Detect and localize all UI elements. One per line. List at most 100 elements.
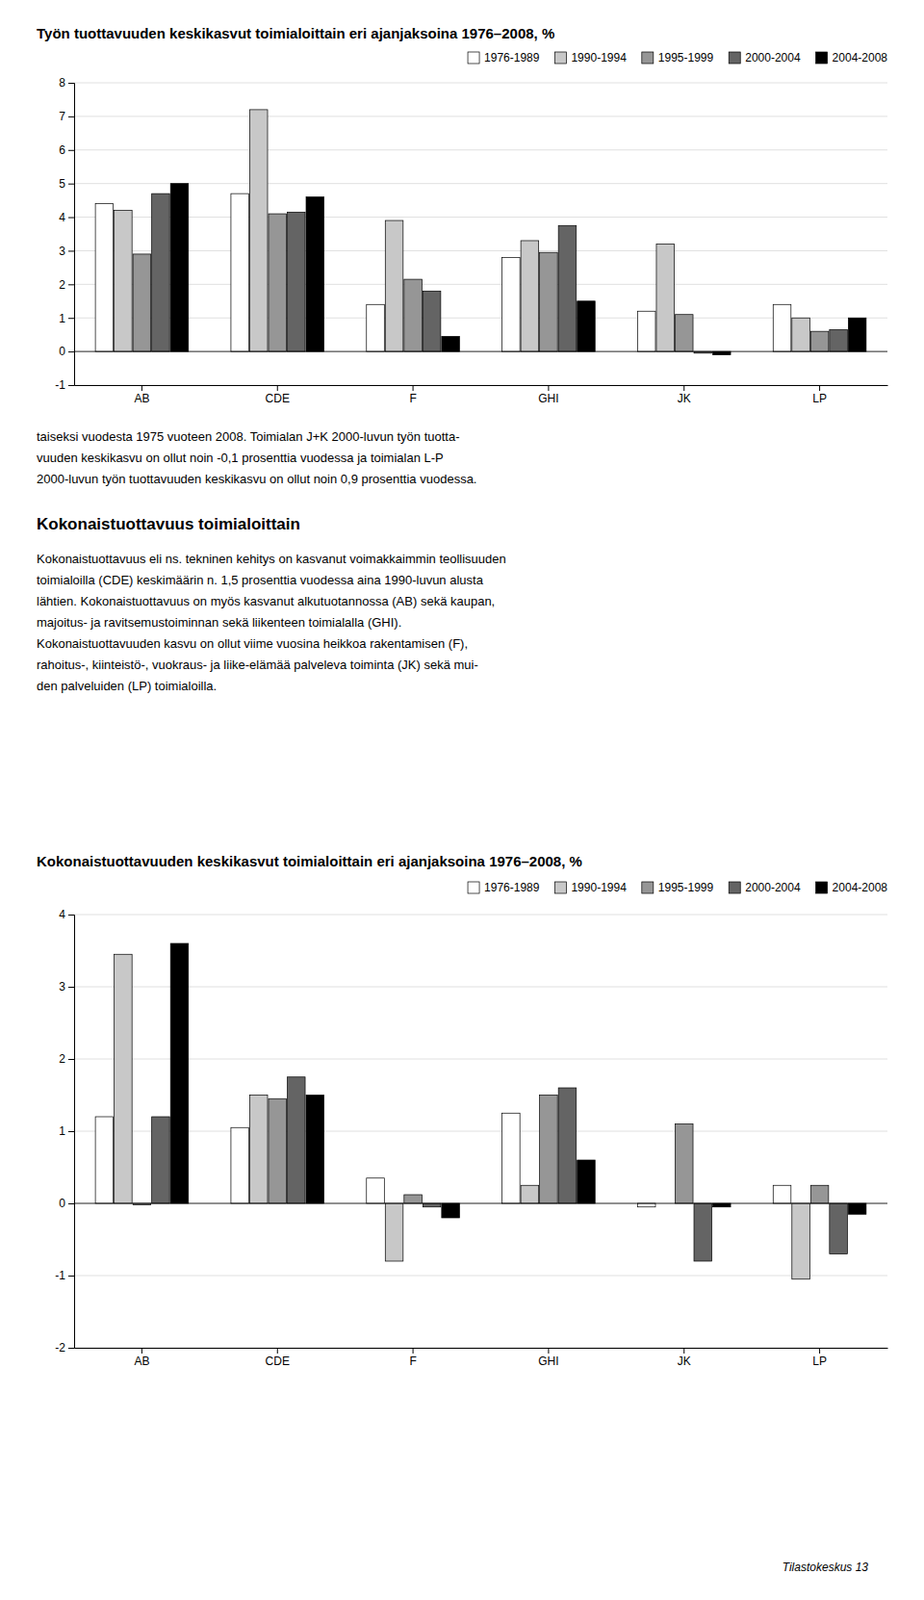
legend-item: 2004-2008 (816, 51, 889, 65)
x-tick-mark (547, 1347, 549, 1354)
bar (404, 1194, 423, 1204)
body-text: lähtien. Kokonaistuottavuus on myös kasv… (36, 593, 495, 609)
grid-line (74, 1058, 888, 1060)
x-axis: ABCDEFGHIJKLP (75, 1347, 889, 1368)
legend-label: 1995-1999 (658, 51, 715, 65)
y-tick-label: -2 (54, 1340, 66, 1355)
x-axis: ABCDEFGHIJKLP (75, 385, 889, 406)
legend-item: 2004-2008 (816, 880, 889, 895)
bar-series (152, 1077, 848, 1261)
grid-line (74, 149, 888, 151)
y-axis-line (68, 83, 76, 386)
bars (95, 109, 867, 356)
bar-series (132, 1095, 829, 1206)
bar (170, 943, 189, 1204)
legend-swatch (728, 51, 741, 64)
bar (422, 290, 441, 352)
grid-line (74, 82, 888, 84)
bar-series (95, 193, 792, 352)
bar (847, 317, 867, 352)
y-tick-label: 2 (58, 1052, 66, 1066)
bar (829, 1203, 848, 1255)
bar (810, 331, 829, 352)
y-tick: -1 (54, 1268, 75, 1283)
grid-line (74, 1275, 888, 1277)
bar (693, 1203, 713, 1261)
chart-title: Kokonaistuottavuuden keskikasvut toimial… (36, 852, 583, 870)
legend-item: 1990-1994 (554, 51, 627, 65)
y-tick-mark (68, 283, 75, 285)
y-tick-mark (68, 1058, 75, 1060)
grid-line (74, 216, 888, 218)
legend-item: 1990-1994 (554, 880, 627, 895)
bar (231, 193, 250, 352)
y-tick: 4 (58, 907, 75, 922)
bar (713, 351, 732, 355)
y-tick-mark (68, 217, 75, 219)
bar (152, 193, 171, 352)
body-text: vuuden keskikasvu on ollut noin -0,1 pro… (36, 450, 444, 465)
bar (713, 1203, 732, 1207)
legend-item: 1995-1999 (641, 51, 715, 65)
y-tick-label: 3 (58, 979, 66, 994)
body-text: majoitus- ja ravitsemustoiminnan sekä li… (36, 615, 402, 630)
bar (404, 279, 423, 352)
y-tick-label: 4 (58, 907, 66, 922)
grid-line (74, 1347, 888, 1349)
bar-series (132, 213, 829, 352)
legend-swatch (554, 51, 566, 64)
body-text: Kokonaistuottavuuden kasvu on ollut viim… (36, 636, 468, 651)
y-tick-mark (68, 1203, 75, 1205)
legend-label: 1976-1989 (484, 51, 540, 65)
bar (637, 310, 656, 352)
bar (95, 204, 114, 353)
grid-line (74, 914, 888, 916)
x-tick: AB (133, 1347, 150, 1368)
legend-item: 1995-1999 (641, 880, 715, 895)
y-tick: 5 (58, 177, 75, 191)
x-tick-mark (819, 385, 821, 391)
y-tick: 6 (58, 143, 75, 157)
x-tick-mark (819, 1347, 821, 1354)
y-tick: 4 (58, 210, 75, 225)
y-tick-mark (68, 250, 75, 252)
bar (170, 183, 189, 352)
legend-swatch (554, 881, 566, 894)
y-tick-mark (68, 317, 75, 319)
y-tick-label: 5 (58, 177, 66, 191)
bar (441, 335, 461, 352)
x-tick-mark (412, 385, 414, 391)
chart-title: Työn tuottavuuden keskikasvut toimialoit… (36, 25, 555, 42)
y-tick-label: 2 (58, 278, 66, 292)
bar (674, 1124, 693, 1205)
y-tick-mark (68, 150, 75, 152)
bar (366, 304, 385, 352)
body-text: taiseksi vuodesta 1975 vuoteen 2008. Toi… (36, 429, 461, 444)
y-tick-mark (68, 82, 75, 84)
x-tick-mark (547, 385, 549, 391)
y-tick: 3 (58, 979, 75, 994)
legend-swatch (467, 881, 480, 894)
y-tick: 3 (58, 244, 75, 258)
legend-swatch (728, 881, 741, 894)
y-tick-label: 4 (58, 210, 66, 225)
x-axis-line (75, 385, 889, 386)
y-tick-mark (68, 914, 75, 916)
x-tick-label: LP (812, 391, 827, 406)
x-tick: F (409, 385, 416, 406)
y-tick: 2 (58, 278, 75, 292)
bar (441, 1203, 461, 1218)
y-tick-mark (68, 351, 75, 353)
x-tick: CDE (265, 1347, 290, 1368)
zero-line (74, 1203, 888, 1205)
legend-label: 2004-2008 (832, 51, 889, 65)
bar (502, 256, 521, 352)
bar (95, 1116, 114, 1204)
body-text: den palveluiden (LP) toimialoilla. (36, 678, 217, 693)
chart: Kokonaistuottavuuden keskikasvut toimial… (36, 852, 889, 1368)
x-tick: LP (812, 385, 827, 406)
x-axis-line (75, 1347, 889, 1349)
x-tick: GHI (538, 1347, 559, 1368)
bar (577, 301, 596, 352)
legend: 1976-19891990-19941995-19992000-20042004… (467, 880, 888, 895)
